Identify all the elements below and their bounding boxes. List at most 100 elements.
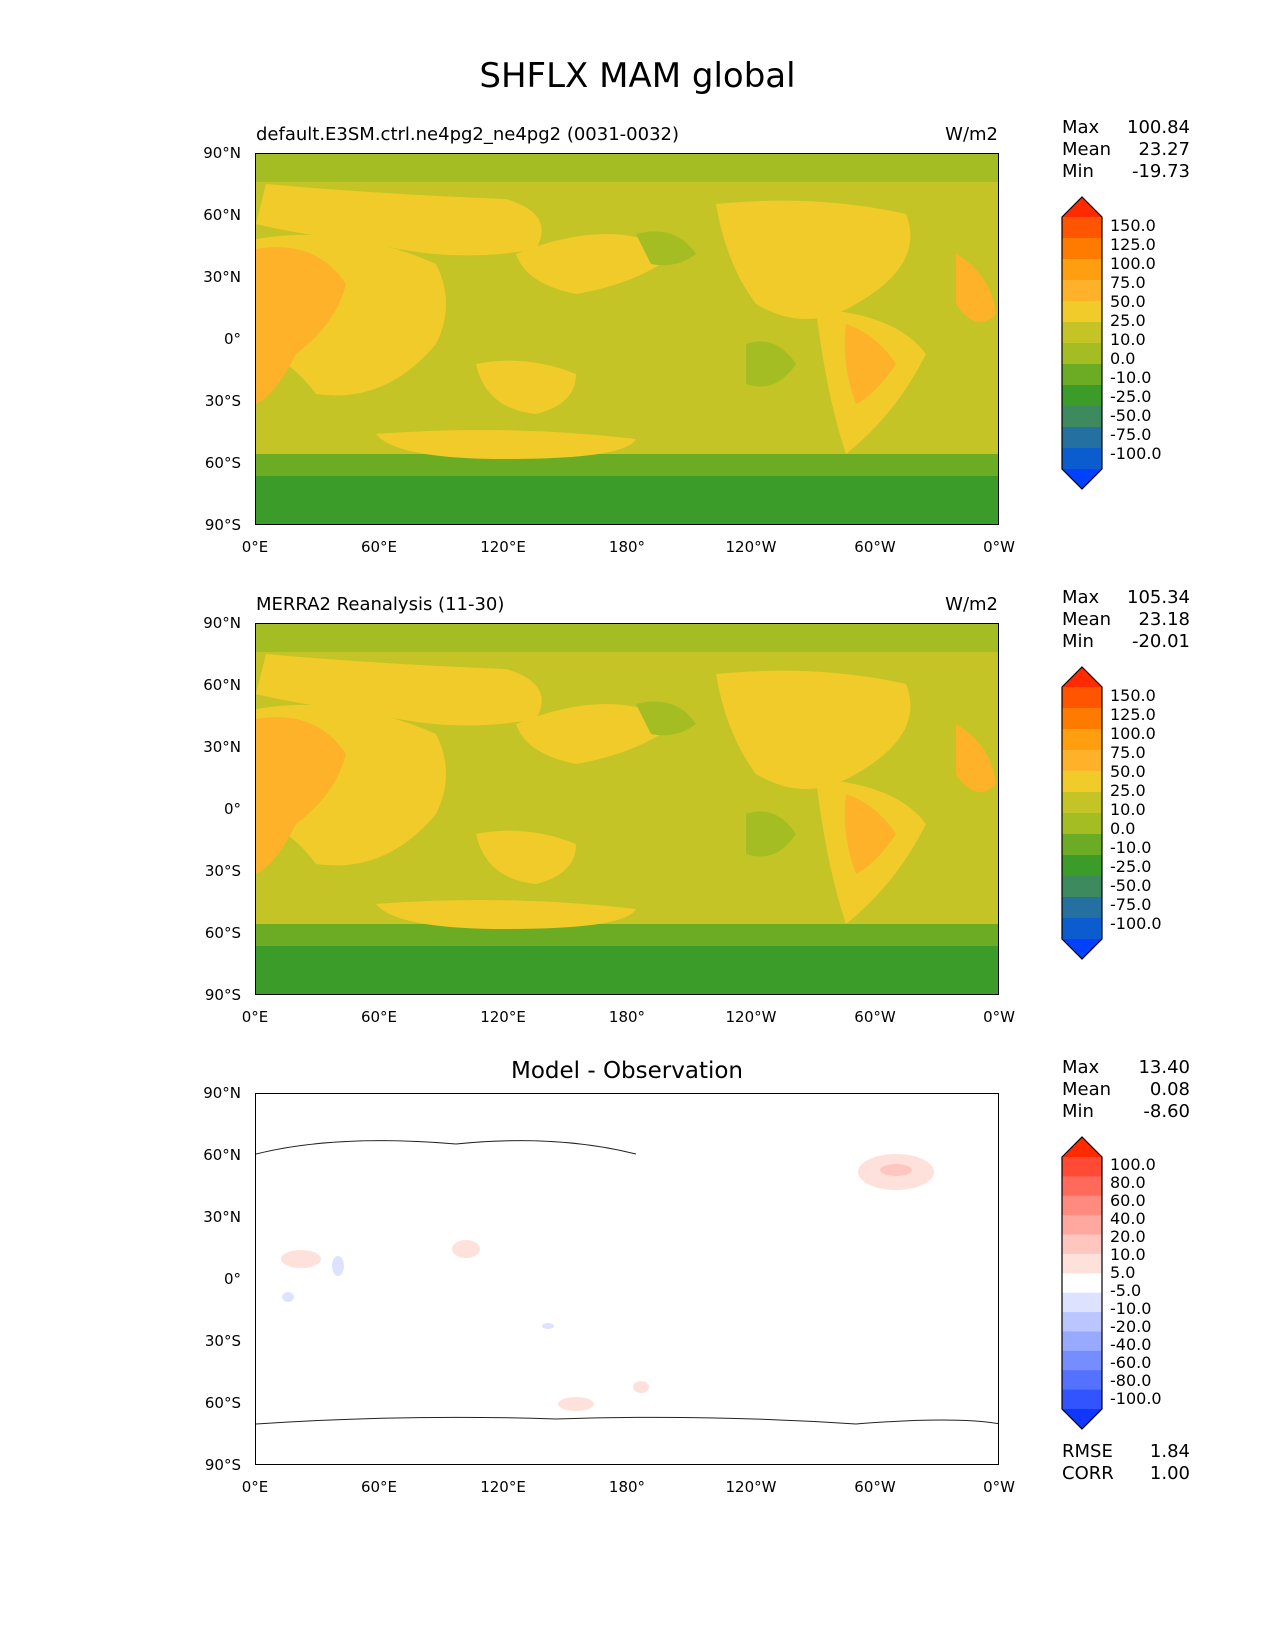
stats-block: Max 100.84 Mean 23.27 Min -19.73 [1062,117,1190,183]
colorbar-segment [1062,1157,1102,1177]
lat-label: 90°S [204,1456,241,1474]
lat-label: 0° [223,1270,241,1288]
lon-label: 60°E [360,1008,398,1026]
metrics-block: RMSE 1.84 CORR 1.00 [1062,1441,1190,1485]
colorbar-extend-bottom [1062,469,1102,489]
colorbar-segment [1062,322,1102,344]
colorbar-segment [1062,1389,1102,1410]
colorbar-segment [1062,217,1102,239]
colorbar-segment [1062,834,1102,856]
colorbar-label: -10.0 [1110,1299,1152,1318]
reference-map [255,623,999,995]
lon-label: 120°W [725,1478,777,1496]
colorbar-segment [1062,813,1102,835]
stat-name: Mean [1062,1079,1112,1100]
colorbar-label: -50.0 [1110,406,1152,425]
colorbar-label: 150.0 [1110,216,1156,235]
lat-label: 60°S [204,924,241,942]
reference-map-canvas [256,624,998,994]
colorbar-svg [1061,666,1103,960]
stat-name: Max [1062,587,1100,608]
colorbar-label: 40.0 [1110,1209,1146,1228]
colorbar-label: -10.0 [1110,368,1152,387]
lat-label: 60°S [204,1394,241,1412]
colorbar-label: 50.0 [1110,762,1146,781]
stats-block: Max 105.34 Mean 23.18 Min -20.01 [1062,587,1190,653]
stat-value: 23.27 [1138,139,1190,160]
lon-label: 60°E [360,1478,398,1496]
lon-label: 0°W [983,1008,1015,1026]
colorbar-outline [1061,196,1103,490]
lat-label: 90°S [204,516,241,534]
colorbar [1060,665,1104,965]
colorbar-extend-bottom [1062,1409,1102,1429]
colorbar-segment [1062,1292,1102,1313]
stat-name: Mean [1062,609,1112,630]
colorbar-segment [1062,876,1102,898]
lon-label: 120°E [480,1008,526,1026]
stat-value: -20.01 [1131,631,1190,652]
metric-name: RMSE [1062,1441,1113,1462]
lon-label: 0°W [983,1478,1015,1496]
colorbar-segment [1062,897,1102,919]
metric-name: CORR [1062,1463,1114,1484]
colorbar-label: -80.0 [1110,1371,1152,1390]
colorbar [1060,195,1104,495]
lon-label: 60°W [854,1008,896,1026]
lat-label: 60°N [203,676,241,694]
lat-label: 90°N [203,614,241,632]
colorbar-label: 100.0 [1110,254,1156,273]
colorbar-segment [1062,1234,1102,1255]
colorbar-label: 10.0 [1110,330,1146,349]
difference-map-canvas [256,1094,998,1464]
stat-value: -19.73 [1131,161,1190,182]
lat-label: 90°S [204,986,241,1004]
lon-label: 180° [608,1478,646,1496]
lat-label: 30°S [204,1332,241,1350]
colorbar-label: 10.0 [1110,1245,1146,1264]
panel-title: default.E3SM.ctrl.ne4pg2_ne4pg2 (0031-00… [256,124,679,145]
colorbar-segment [1062,771,1102,793]
colorbar-segment [1062,1253,1102,1274]
colorbar-segment [1062,750,1102,772]
lat-label: 90°N [203,1084,241,1102]
lon-label: 0°E [241,1008,269,1026]
colorbar-labels: 100.0 80.0 60.0 40.0 20.0 10.0 5.0 -5.0 … [1110,1135,1200,1431]
colorbar-label: 60.0 [1110,1191,1146,1210]
lat-label: 0° [223,800,241,818]
colorbar-label: 150.0 [1110,686,1156,705]
colorbar-extend-top [1062,1137,1102,1157]
stat-value: 0.08 [1149,1079,1190,1100]
colorbar-label: 25.0 [1110,781,1146,800]
colorbar-labels: 150.0 125.0 100.0 75.0 50.0 25.0 10.0 0.… [1110,665,1200,961]
lat-label: 0° [223,330,241,348]
colorbar-labels: 150.0 125.0 100.0 75.0 50.0 25.0 10.0 0.… [1110,195,1200,491]
colorbar-segment [1062,259,1102,281]
test-map [255,153,999,525]
stat-value: 100.84 [1127,117,1190,138]
colorbar-label: -25.0 [1110,387,1152,406]
colorbar-outline [1061,1136,1103,1430]
colorbar-segment [1062,687,1102,709]
colorbar-segment [1062,1215,1102,1236]
lon-label: 120°W [725,538,777,556]
lat-label: 60°N [203,1146,241,1164]
stat-name: Max [1062,117,1100,138]
colorbar-extend-top [1062,197,1102,217]
colorbar-segment [1062,406,1102,428]
colorbar-segment [1062,1370,1102,1391]
lon-label: 180° [608,538,646,556]
colorbar-label: -10.0 [1110,838,1152,857]
lat-label: 30°S [204,392,241,410]
colorbar-label: 75.0 [1110,743,1146,762]
stat-name: Min [1062,631,1094,652]
stat-value: 23.18 [1138,609,1190,630]
lon-label: 180° [608,1008,646,1026]
lon-label: 120°E [480,1478,526,1496]
colorbar-label: 5.0 [1110,1263,1136,1282]
colorbar-label: -60.0 [1110,1353,1152,1372]
colorbar-segment [1062,1312,1102,1332]
colorbar-segment [1062,385,1102,407]
stat-name: Min [1062,1101,1094,1122]
colorbar-segment [1062,364,1102,386]
